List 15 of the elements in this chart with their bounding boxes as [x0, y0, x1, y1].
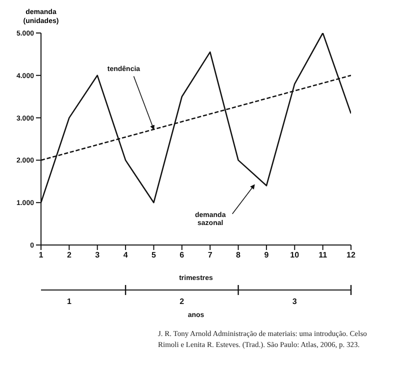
x2-tick-label: 2: [180, 297, 185, 306]
x-tick-label: 5: [152, 250, 156, 260]
x-tick-label: 3: [95, 250, 100, 260]
x-tick-label: 10: [290, 250, 300, 260]
x-tick-label: 2: [66, 250, 72, 260]
x-tick-label: 11: [318, 250, 328, 260]
x-tick-label: 4: [123, 250, 128, 260]
x-tick-label: 12: [346, 250, 356, 260]
x-tick-label: 1: [38, 250, 44, 260]
x-tick-label: 6: [180, 250, 185, 260]
x2-tick-label: 3: [292, 297, 298, 306]
x-tick-label: 7: [208, 250, 213, 260]
x2-tick-label: 1: [66, 297, 72, 306]
x-tick-label: 9: [264, 250, 270, 260]
x-tick-label: 8: [236, 250, 242, 260]
